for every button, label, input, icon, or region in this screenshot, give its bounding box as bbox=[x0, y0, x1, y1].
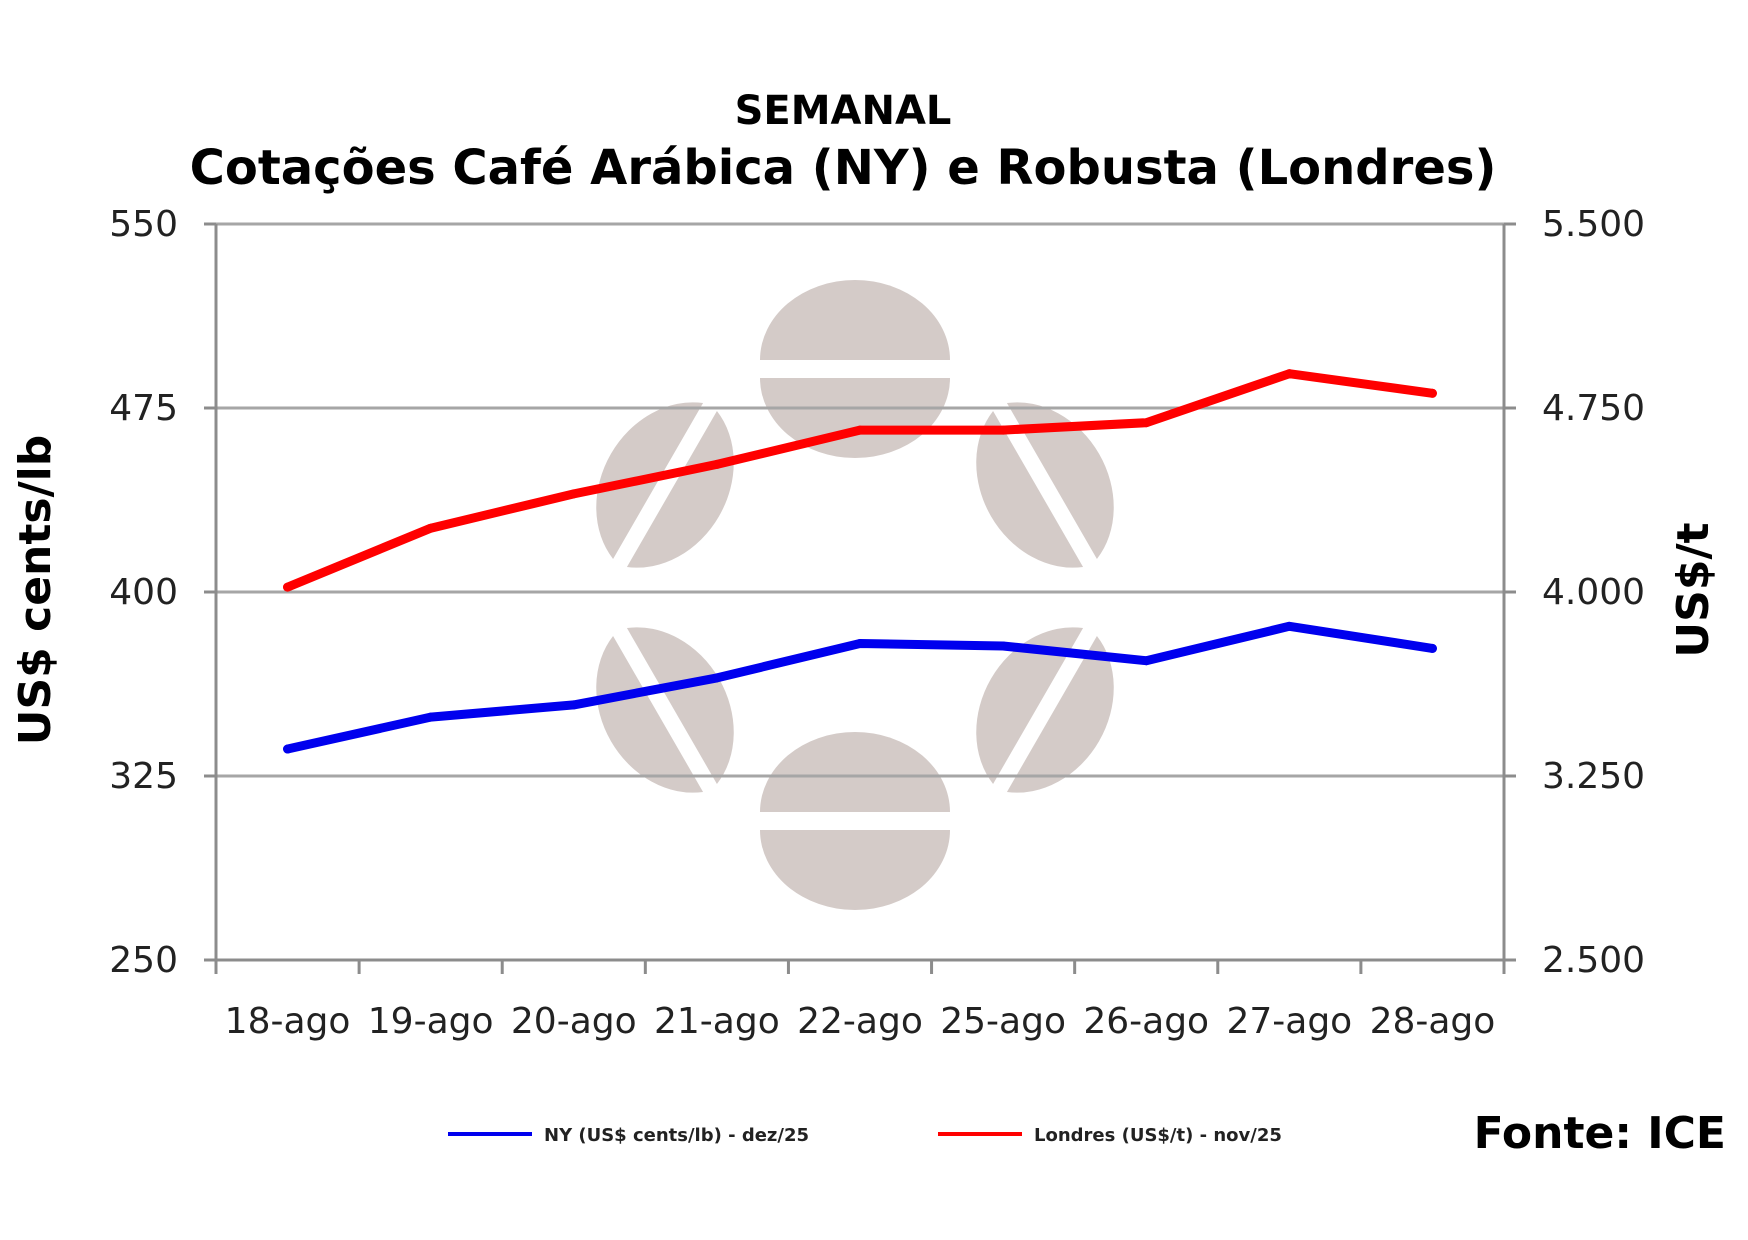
data-point-londres bbox=[1141, 418, 1151, 428]
axes bbox=[204, 222, 1516, 974]
y-right-tick-label: 5.500 bbox=[1542, 204, 1645, 245]
y-right-tick-label: 4.750 bbox=[1542, 388, 1645, 429]
chart-title: SEMANAL bbox=[735, 88, 952, 134]
x-tick-label: 28-ago bbox=[1370, 1001, 1496, 1042]
data-point-londres bbox=[712, 459, 722, 469]
x-tick-label: 21-ago bbox=[654, 1001, 780, 1042]
y-left-tick-label: 325 bbox=[109, 756, 178, 797]
y-left-tick-label: 400 bbox=[109, 572, 178, 613]
x-tick-label: 20-ago bbox=[511, 1001, 637, 1042]
data-point-ny bbox=[569, 700, 579, 710]
data-point-londres bbox=[1284, 369, 1294, 379]
data-point-ny bbox=[1427, 643, 1437, 653]
y-right-tick-label: 4.000 bbox=[1542, 572, 1645, 613]
x-tick-label: 18-ago bbox=[225, 1001, 351, 1042]
legend: NY (US$ cents/lb) - dez/25 Londres (US$/… bbox=[448, 1125, 1282, 1146]
x-tick-label: 19-ago bbox=[368, 1001, 494, 1042]
data-point-londres bbox=[1427, 388, 1437, 398]
y-right-axis-label: US$/t bbox=[1668, 522, 1719, 657]
data-point-londres bbox=[426, 523, 436, 533]
coffee-beans-watermark bbox=[596, 280, 1114, 910]
chart-subtitle: Cotações Café Arábica (NY) e Robusta (Lo… bbox=[190, 140, 1497, 196]
y-right-tick-label: 3.250 bbox=[1542, 756, 1645, 797]
data-point-ny bbox=[712, 673, 722, 683]
x-tick-label: 27-ago bbox=[1226, 1001, 1352, 1042]
y-left-tick-label: 475 bbox=[109, 388, 178, 429]
y-left-tick-label: 250 bbox=[109, 940, 178, 981]
y-right-tick-label: 2.500 bbox=[1542, 940, 1645, 981]
data-point-londres bbox=[283, 582, 293, 592]
y-left-tick-label: 550 bbox=[109, 204, 178, 245]
legend-label-ny: NY (US$ cents/lb) - dez/25 bbox=[544, 1125, 809, 1146]
data-point-londres bbox=[855, 425, 865, 435]
y-left-axis-label: US$ cents/lb bbox=[10, 435, 61, 745]
tick-labels: 250 2.500 325 3.250 400 4.000 475 4.750 550 5.500… bbox=[109, 204, 1645, 1042]
data-point-londres bbox=[569, 489, 579, 499]
data-point-ny bbox=[283, 744, 293, 754]
data-point-ny bbox=[1284, 621, 1294, 631]
data-point-ny bbox=[426, 712, 436, 722]
legend-label-londres: Londres (US$/t) - nov/25 bbox=[1034, 1125, 1282, 1146]
data-point-londres bbox=[998, 425, 1008, 435]
x-tick-label: 25-ago bbox=[940, 1001, 1066, 1042]
series-lines bbox=[283, 369, 1437, 754]
data-point-ny bbox=[855, 639, 865, 649]
x-tick-label: 26-ago bbox=[1083, 1001, 1209, 1042]
data-point-ny bbox=[1141, 656, 1151, 666]
data-point-ny bbox=[998, 641, 1008, 651]
x-tick-label: 22-ago bbox=[797, 1001, 923, 1042]
source-label: Fonte: ICE bbox=[1474, 1108, 1726, 1159]
